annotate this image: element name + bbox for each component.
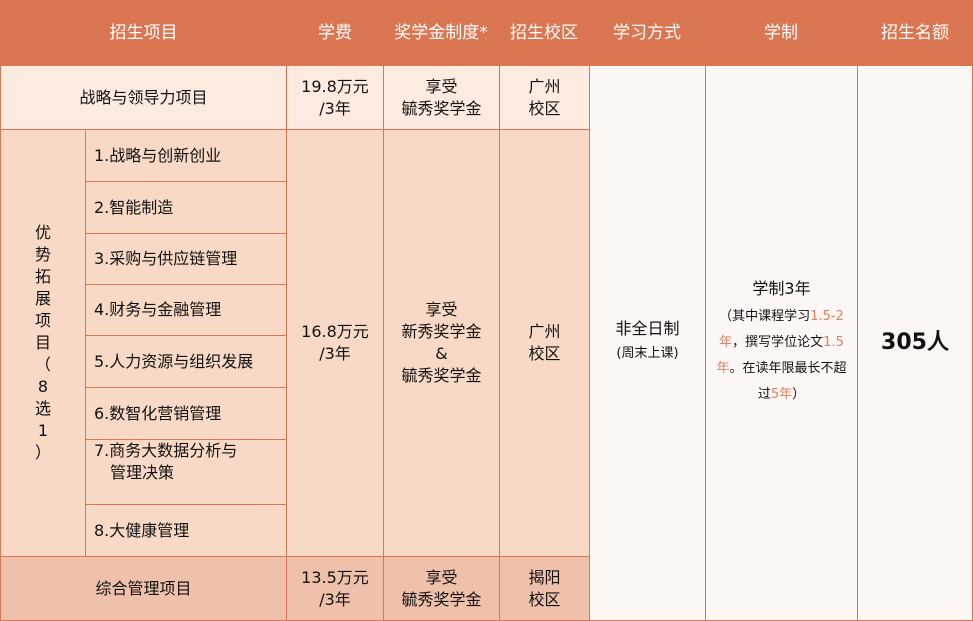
scholarship-general: 享受 毓秀奖学金 bbox=[383, 556, 500, 621]
program-strategy: 战略与领导力项目 bbox=[0, 65, 287, 130]
text: 1.5年 bbox=[716, 335, 844, 376]
text: & bbox=[435, 344, 448, 363]
text: 校区 bbox=[528, 589, 561, 609]
scholarship-advantage: 享受新秀奖学金 & 毓秀奖学金 bbox=[383, 129, 500, 557]
text: 非全日制 bbox=[615, 319, 680, 338]
text: /3年 bbox=[319, 589, 351, 609]
program-general: 综合管理项目 bbox=[0, 556, 287, 621]
header-mode: 学习方式 bbox=[589, 0, 705, 66]
header-program: 招生项目 bbox=[0, 0, 287, 66]
item-1: 1.战略与创新创业 bbox=[85, 129, 287, 182]
text: 享受 bbox=[425, 567, 458, 587]
item-5: 5.人力资源与组织发展 bbox=[85, 335, 287, 388]
text: 校区 bbox=[528, 98, 561, 118]
item-6: 6.数智化营销管理 bbox=[85, 387, 287, 440]
text: 毓秀奖学金 bbox=[401, 366, 482, 385]
text: 学制3年 bbox=[752, 279, 811, 298]
fee-advantage: 16.8万元/3年 bbox=[286, 129, 384, 557]
item-7: 7.商务大数据分析与管理决策 bbox=[85, 439, 287, 505]
text: 。在读年限最长不超过 bbox=[729, 361, 847, 402]
text: 享受 bbox=[425, 76, 458, 96]
fee-general: 13.5万元/3年 bbox=[286, 556, 384, 621]
item-4: 4.财务与金融管理 bbox=[85, 284, 287, 336]
text: (周末上课) bbox=[616, 346, 679, 361]
campus-general: 揭阳 校区 bbox=[499, 556, 590, 621]
header-quota: 招生名额 bbox=[857, 0, 973, 66]
duration-note: （其中课程学习1.5-2年，撰写学位论文1.5年。在读年限最长不超过5年） bbox=[714, 304, 849, 408]
text: ） bbox=[792, 387, 806, 402]
advantage-group-label: 优势拓展项目 （ 8 选 1 ） bbox=[0, 129, 86, 557]
text: 5年 bbox=[770, 387, 793, 402]
text: 毓秀奖学金 bbox=[401, 98, 482, 118]
text: 管理决策 bbox=[110, 463, 175, 482]
group-label-char: 项 bbox=[34, 311, 51, 330]
text: 13.5万元 bbox=[301, 567, 369, 587]
group-label-char: 势 bbox=[34, 245, 51, 264]
fee-strategy: 19.8万元/3年 bbox=[286, 65, 384, 130]
group-label-char: 优 bbox=[34, 223, 51, 242]
group-label-char: 目 bbox=[34, 333, 51, 352]
scholarship-strategy: 享受 毓秀奖学金 bbox=[383, 65, 500, 130]
group-label-char: （ bbox=[34, 355, 51, 374]
group-label-char: 展 bbox=[34, 289, 51, 308]
group-label-char: 1 bbox=[37, 421, 49, 440]
header-duration: 学制 bbox=[705, 0, 857, 66]
header-campus: 招生校区 bbox=[499, 0, 589, 66]
fee-line: 19.8万元 bbox=[301, 76, 369, 96]
text: 享受 bbox=[425, 300, 458, 319]
group-label-char: 8 bbox=[37, 377, 49, 396]
text: 毓秀奖学金 bbox=[401, 589, 482, 609]
group-label-char: ） bbox=[34, 443, 51, 462]
group-label-char: 选 bbox=[34, 399, 51, 418]
text: 新秀奖学金 bbox=[401, 322, 482, 341]
item-3: 3.采购与供应链管理 bbox=[85, 233, 287, 285]
fee-line: /3年 bbox=[319, 98, 351, 118]
group-label-char: 拓 bbox=[34, 267, 51, 286]
text: （其中课程学习 bbox=[719, 309, 811, 324]
text: 广州 bbox=[528, 322, 561, 341]
text: 7.商务大数据分析与 bbox=[94, 441, 238, 460]
item-8: 8.大健康管理 bbox=[85, 504, 287, 557]
header-fee: 学费 bbox=[287, 0, 383, 66]
header-scholarship: 奖学金制度* bbox=[383, 0, 499, 66]
quota: 305人 bbox=[857, 65, 973, 621]
campus-advantage: 广州 校区 bbox=[499, 129, 590, 557]
text: 1.5-2年 bbox=[719, 309, 844, 350]
text: 揭阳 bbox=[528, 567, 561, 587]
text: 广州 bbox=[528, 76, 561, 96]
duration: 学制3年 （其中课程学习1.5-2年，撰写学位论文1.5年。在读年限最长不超过5… bbox=[705, 65, 858, 621]
study-mode: 非全日制 (周末上课) bbox=[589, 65, 706, 621]
text: 校区 bbox=[528, 344, 561, 363]
text: 16.8万元 bbox=[301, 322, 369, 341]
text: /3年 bbox=[319, 344, 351, 363]
text: ，撰写学位论文 bbox=[732, 335, 824, 350]
campus-strategy: 广州 校区 bbox=[499, 65, 590, 130]
item-2: 2.智能制造 bbox=[85, 181, 287, 234]
